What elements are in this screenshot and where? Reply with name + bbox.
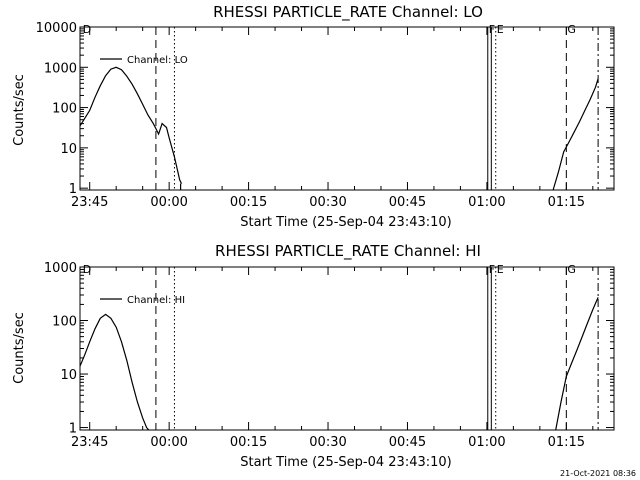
x-tick-label: 00:30 (309, 435, 346, 450)
x-tick-label: 00:00 (150, 435, 187, 450)
event-marker-label: E (497, 23, 504, 36)
x-tick-label: 01:00 (468, 195, 505, 210)
generation-timestamp: 21-Oct-2021 08:36 (560, 469, 636, 478)
x-tick-label: 00:00 (150, 195, 187, 210)
y-tick-label: 10 (60, 142, 77, 157)
x-tick-label: 00:15 (230, 435, 267, 450)
series-line (555, 297, 599, 431)
event-marker-label: F (489, 23, 495, 36)
y-tick-label: 1000 (44, 61, 77, 76)
x-tick-label: 00:15 (230, 195, 267, 210)
event-marker-label: D (83, 23, 91, 36)
legend-entry: Channel: HI (127, 295, 185, 306)
event-marker-label: G (567, 23, 576, 36)
event-marker-label: E (497, 263, 504, 276)
chart-title-hi: RHESSI PARTICLE_RATE Channel: HI (215, 242, 481, 261)
x-tick-label: 23:45 (71, 195, 108, 210)
x-tick-label: 00:30 (309, 195, 346, 210)
series-line (79, 66, 183, 184)
panel-channel-hi: RHESSI PARTICLE_RATE Channel: HI Start T… (12, 242, 615, 470)
chart-title-lo: RHESSI PARTICLE_RATE Channel: LO (213, 3, 483, 22)
panel-channel-lo: RHESSI PARTICLE_RATE Channel: LO Start T… (12, 3, 615, 230)
y-tick-label: 1 (69, 182, 77, 197)
x-axis-label-lo: Start Time (25-Sep-04 23:43:10) (240, 215, 451, 230)
plot-frame (79, 266, 615, 431)
x-tick-label: 00:45 (389, 195, 426, 210)
x-tick-label: 23:45 (71, 435, 108, 450)
x-tick-label: 01:15 (548, 435, 585, 450)
event-marker-label: D (83, 263, 91, 276)
y-tick-label: 100 (52, 102, 77, 117)
x-tick-label: 01:00 (468, 435, 505, 450)
y-axis-label-hi: Counts/sec (12, 312, 27, 384)
y-axis-label-lo: Counts/sec (12, 74, 27, 146)
y-tick-label: 10000 (36, 21, 77, 36)
y-tick-label: 100 (52, 315, 77, 330)
y-tick-label: 1 (69, 422, 77, 437)
legend-entry: Channel: LO (127, 55, 188, 66)
series-line (79, 313, 150, 431)
event-marker-label: G (567, 263, 576, 276)
y-tick-label: 1000 (44, 261, 77, 276)
x-tick-label: 01:15 (548, 195, 585, 210)
series-line (552, 78, 599, 191)
plot-frame (79, 26, 615, 191)
event-marker-label: F (489, 263, 495, 276)
x-tick-label: 00:45 (389, 435, 426, 450)
y-tick-label: 10 (60, 368, 77, 383)
x-axis-label-hi: Start Time (25-Sep-04 23:43:10) (240, 455, 451, 470)
